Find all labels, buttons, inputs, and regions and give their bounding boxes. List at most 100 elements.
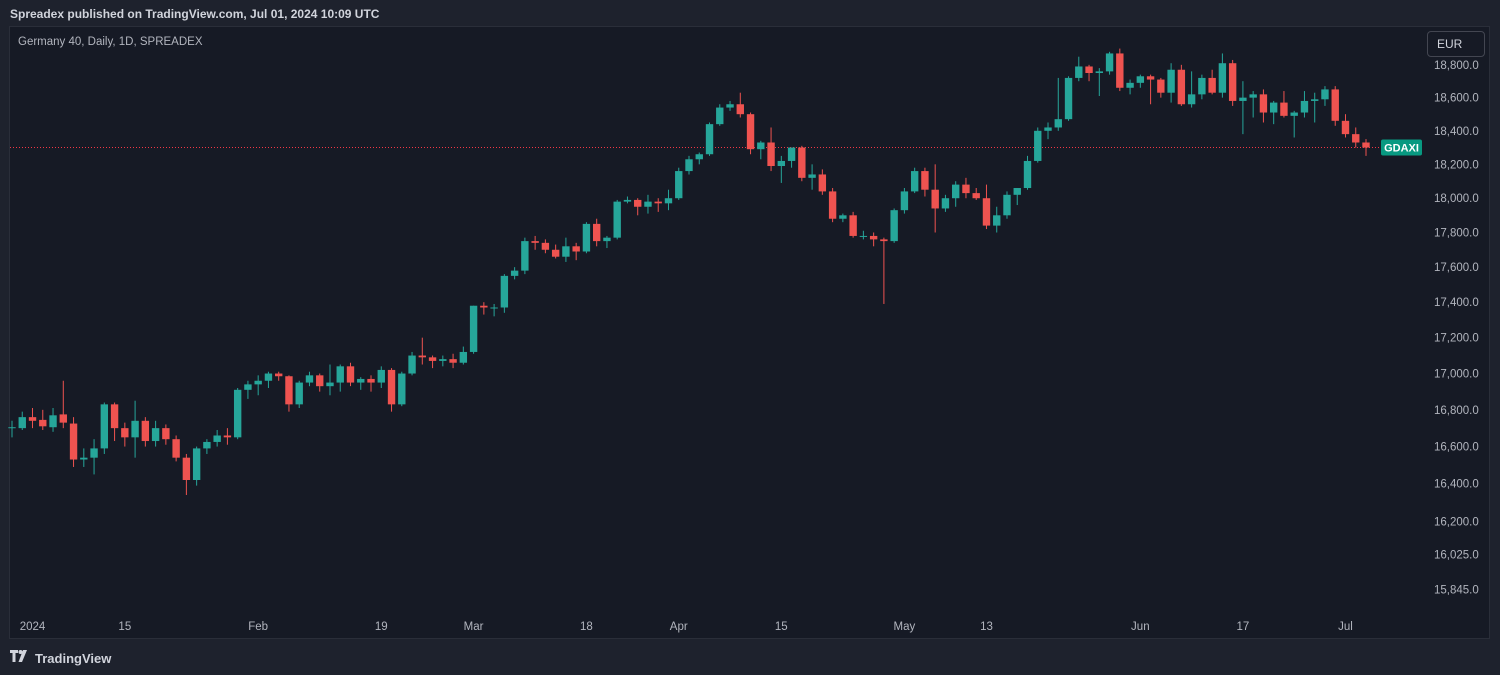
candle	[408, 351, 416, 376]
price-axis[interactable]: 18,800.0 18,600.0 18,400.0 18,200.0 18,000.0…	[1434, 60, 1479, 596]
candle	[582, 222, 591, 254]
candle	[295, 380, 303, 409]
y-tick-label: 16,800.0	[1434, 405, 1479, 417]
x-tick-label: 15	[775, 621, 788, 633]
candle-body	[264, 373, 273, 381]
candle-body	[521, 241, 529, 271]
y-tick-label: 17,800.0	[1434, 227, 1479, 239]
last-price-badge: GDAXI	[1381, 139, 1422, 156]
candle	[941, 194, 950, 212]
candle-body	[1044, 127, 1052, 131]
candle	[182, 453, 191, 495]
candle-body	[131, 420, 139, 438]
candle	[1249, 91, 1257, 118]
candle-body	[1228, 63, 1237, 101]
candle	[1280, 91, 1288, 118]
candle-body	[49, 415, 57, 428]
candle	[777, 155, 786, 183]
candle-body	[398, 373, 406, 405]
candle	[592, 218, 601, 247]
candle-body	[941, 198, 950, 209]
candle-body	[1331, 89, 1339, 121]
candle-body	[510, 270, 519, 276]
candle	[521, 237, 529, 275]
candle	[1208, 69, 1216, 95]
candle-body	[1146, 76, 1155, 80]
candle	[1146, 74, 1155, 105]
time-axis[interactable]: 2024 15 Feb 19 Mar 18 Apr 15 May 13 Jun 17 Jul	[20, 621, 1353, 633]
candle	[1003, 191, 1011, 219]
candle-body	[1075, 66, 1083, 78]
candle-body	[275, 373, 283, 377]
candle-body	[1300, 100, 1309, 113]
candle	[203, 439, 211, 454]
y-tick-label: 15,845.0	[1434, 584, 1479, 596]
candle	[1187, 71, 1196, 108]
candle	[141, 417, 150, 447]
y-tick-label: 18,800.0	[1434, 60, 1479, 72]
candle	[223, 428, 232, 445]
currency-button[interactable]: EUR	[1427, 31, 1485, 57]
candle-body	[336, 366, 344, 383]
candle	[880, 237, 888, 304]
candle-body	[8, 427, 16, 429]
candle	[1034, 127, 1042, 163]
candle-body	[1116, 53, 1124, 88]
candle	[695, 152, 703, 165]
candle	[439, 355, 447, 367]
x-tick-label: Feb	[248, 621, 268, 633]
candle	[541, 239, 550, 254]
candle-body	[1352, 134, 1360, 143]
candle	[1013, 188, 1021, 206]
candle-body	[151, 428, 160, 442]
candle-body	[213, 435, 221, 442]
candle-body	[777, 160, 786, 167]
candle-body	[531, 241, 539, 243]
candle	[982, 184, 991, 230]
x-tick-label: 18	[580, 621, 593, 633]
candle-body	[203, 441, 211, 449]
candle	[1075, 56, 1083, 82]
candle-body	[1341, 120, 1350, 135]
candle-body	[1208, 77, 1216, 93]
y-tick-label: 18,600.0	[1434, 93, 1479, 105]
candle	[921, 167, 929, 197]
candle	[449, 353, 457, 369]
candle	[705, 122, 714, 156]
candle-body	[1218, 63, 1227, 93]
candle-body	[439, 359, 447, 361]
y-tick-label: 16,600.0	[1434, 442, 1479, 454]
candle	[736, 92, 744, 118]
candle	[1341, 114, 1350, 138]
candle	[634, 198, 642, 216]
candle	[1177, 64, 1186, 106]
candle	[49, 408, 57, 432]
candle	[418, 337, 426, 365]
candle	[808, 164, 816, 190]
tradingview-brand: TradingView	[35, 650, 112, 666]
candle-body	[480, 305, 488, 308]
candle-body	[787, 147, 796, 161]
candle	[1300, 91, 1309, 118]
candle-body	[1023, 160, 1032, 189]
candle	[572, 242, 580, 261]
candle-body	[172, 439, 180, 458]
candle-body	[962, 184, 970, 194]
candle-body	[69, 423, 78, 460]
candle	[254, 375, 262, 396]
candle-body	[121, 428, 129, 438]
candle-body	[459, 351, 468, 363]
candle-body	[1157, 79, 1165, 93]
candle	[490, 303, 498, 317]
candle-series	[8, 48, 1370, 495]
y-tick-label: 18,200.0	[1434, 159, 1479, 171]
candle	[849, 211, 857, 238]
candle	[562, 237, 570, 262]
candle	[1105, 51, 1114, 75]
candle	[828, 188, 837, 223]
candle-body	[972, 193, 980, 199]
candle	[264, 371, 273, 388]
candle-body	[757, 142, 765, 150]
candle	[1054, 77, 1062, 131]
